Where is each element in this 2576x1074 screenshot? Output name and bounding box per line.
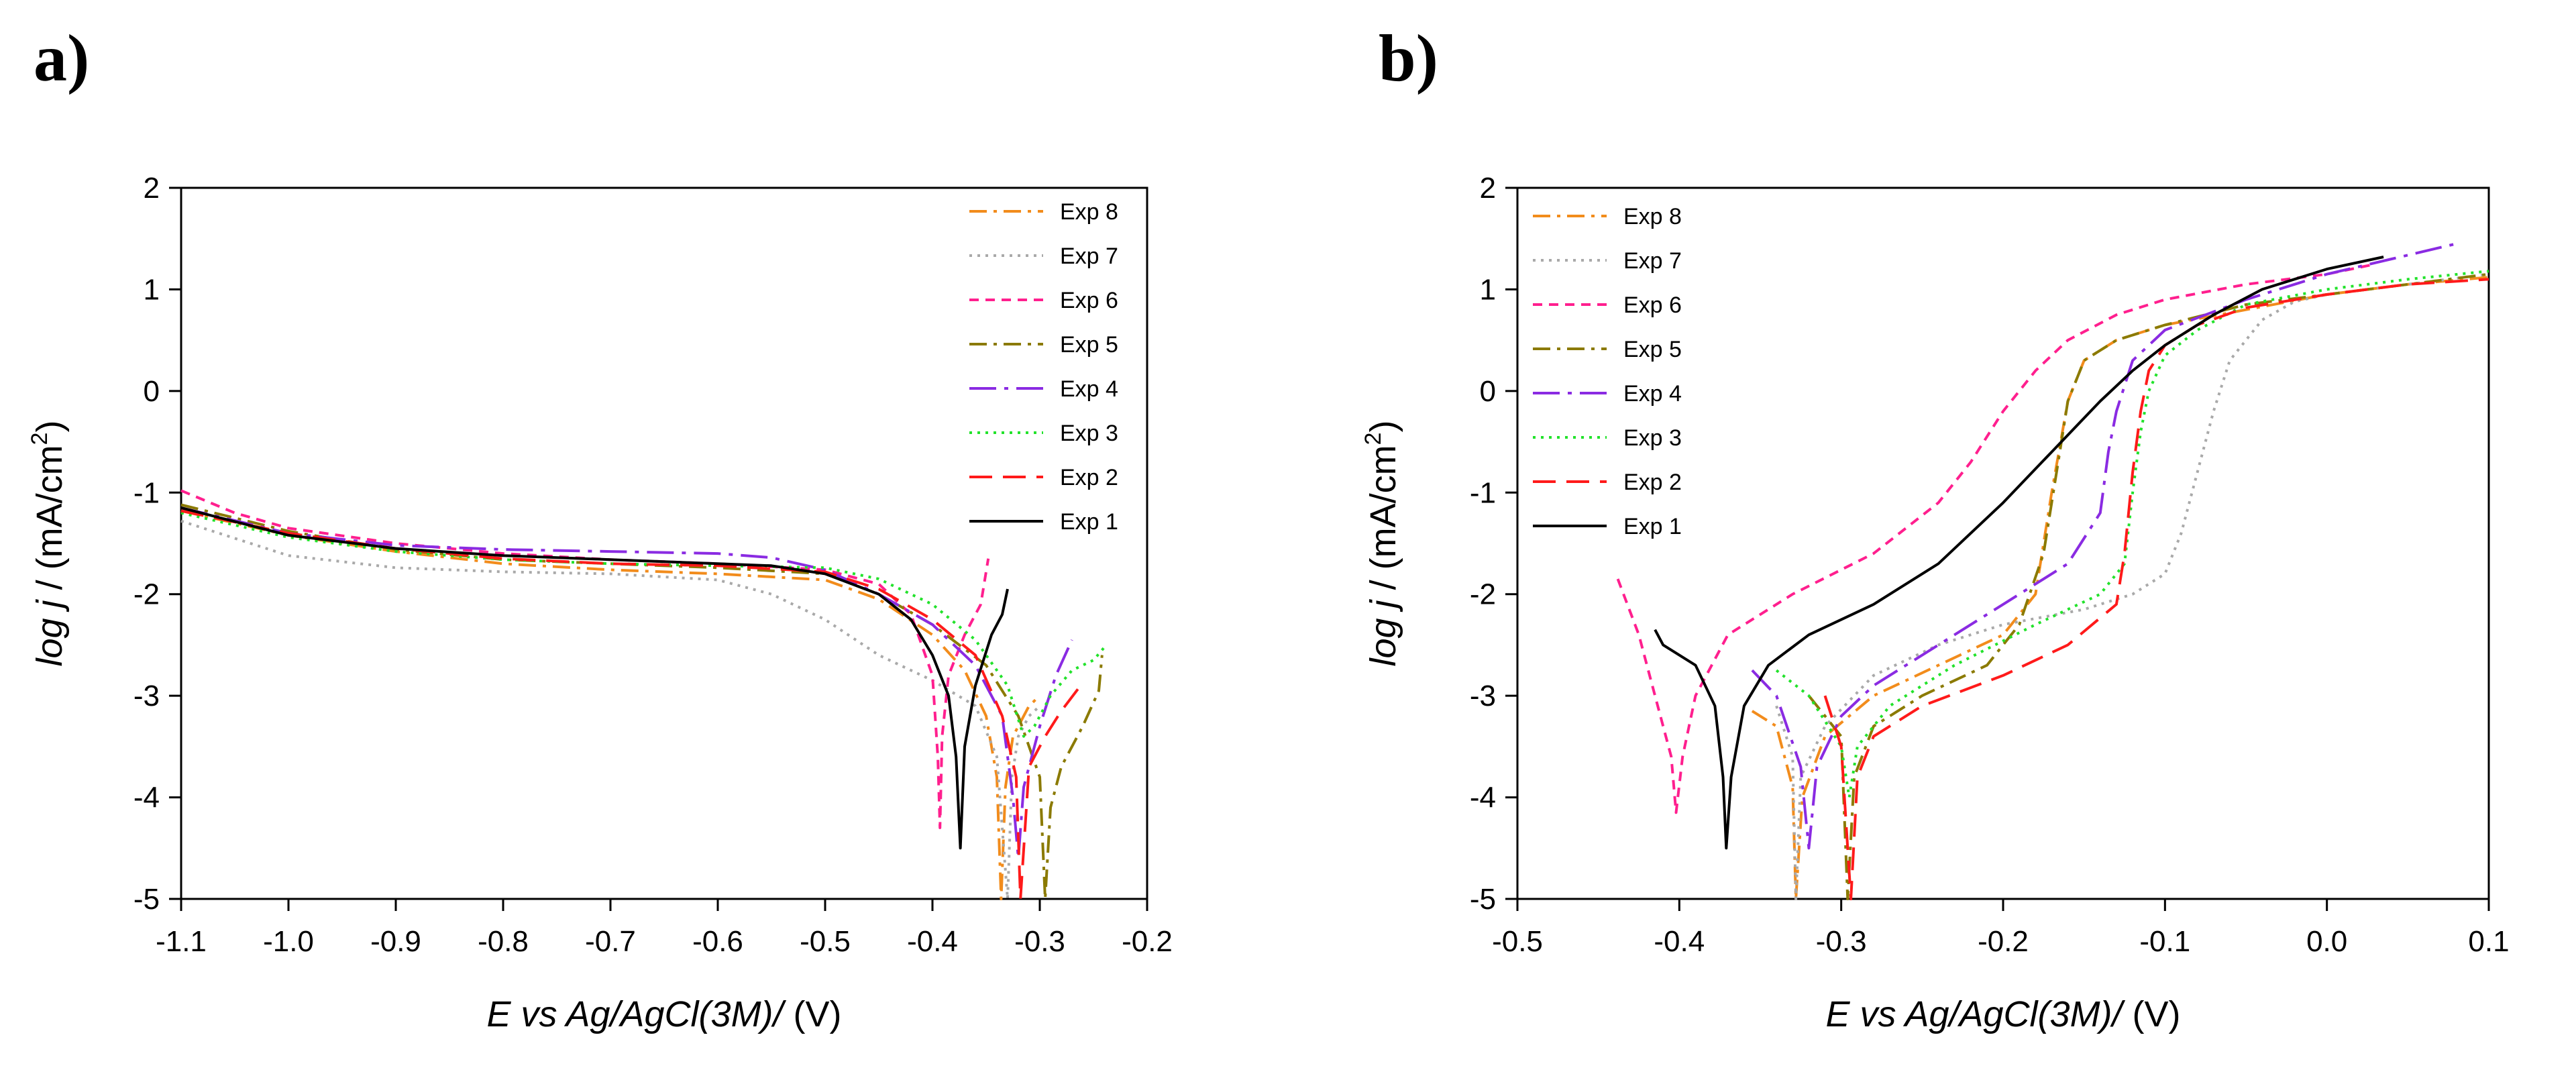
panel-a: a) -1.1 -1.0 -0.9 -0.8 -0.7 -0.6 -0.5 -0.4 -0.3-… [27, 21, 1173, 1034]
panel-b-x-tick-label-1: -0.4 [1654, 925, 1705, 958]
panel-b-series-line-1 [1775, 272, 2489, 900]
panel-b-series-line-2 [1616, 262, 2376, 814]
panel-b-legend-label-4: Exp 4 [1623, 381, 1682, 407]
panel-b-legend-label-5: Exp 3 [1623, 425, 1682, 451]
panel-b-legend: Exp 8 Exp 7 Exp 6 Exp 5 Exp 4 Exp 3 Exp 2 Exp 1 [1533, 204, 1682, 539]
panel-a-y-tick-label-5: -3 [133, 680, 160, 712]
panel-b-y-tick-label-3: -1 [1470, 476, 1496, 509]
panel-b-x-tick-label-6: 0.1 [2468, 925, 2509, 958]
panel-a-legend: Exp 8 Exp 7 Exp 6 Exp 5 Exp 4 Exp 3 Exp 2 Exp 1 [969, 199, 1118, 535]
panel-a-x-tick-label-3: -0.8 [478, 925, 529, 958]
panel-a-y-axis-title-close: ) [30, 421, 70, 433]
panel-b-x-tick-label-4: -0.1 [2139, 925, 2190, 958]
panel-a-y-tick-label-7: -5 [133, 883, 160, 916]
panel-b-x-tick-label-3: -0.2 [1978, 925, 2029, 958]
panel-a-series-line-4 [180, 506, 1073, 860]
panel-b-label: b) [1379, 21, 1438, 95]
panel-a-series-line-0 [180, 509, 1041, 900]
panel-a-x-tick-label-4: -0.7 [585, 925, 636, 958]
panel-b-y-tick-label-5: -3 [1470, 680, 1496, 712]
panel-a-x-tick-label-9: -0.2 [1122, 925, 1173, 958]
panel-b-y-tick-label-1: 1 [1480, 273, 1496, 306]
panel-b-x-ticks: -0.5 -0.4 -0.3 -0.2 -0.1 0.0 0.1 [1492, 899, 2510, 958]
panel-a-y-tick-label-6: -4 [133, 782, 160, 814]
panel-a-plot-frame [180, 186, 1148, 900]
panel-a-series-line-7 [180, 506, 1009, 850]
panel-a-legend-label-1: Exp 7 [1060, 244, 1118, 269]
panel-a-series-line-5 [180, 511, 1108, 738]
panel-a-y-axis-title-italic: log j [30, 598, 70, 666]
panel-a-series-line-2 [180, 489, 990, 829]
panel-b-y-tick-label-4: -2 [1470, 578, 1496, 611]
panel-b-y-axis-title: log j / (mA/cm2) [1360, 421, 1403, 667]
panel-b-series-line-0 [1751, 276, 2489, 900]
panel-b-x-axis-title: E vs Ag/AgCl(3M)/ (V) [1825, 994, 2180, 1034]
panel-a-x-tick-label-8: -0.3 [1014, 925, 1065, 958]
panel-a-x-tick-label-5: -0.6 [692, 925, 743, 958]
panel-b-legend-label-1: Exp 7 [1623, 248, 1682, 274]
panel-b-legend-label-2: Exp 6 [1623, 292, 1682, 318]
panel-a-x-axis-title-unit: (V) [784, 994, 842, 1034]
panel-b: b) -0.5 -0.4 -0.3 -0.2 -0.1 0.0 0.1 2 1 0 -1 -2 -3 -… [1360, 21, 2510, 1034]
panel-b-series-line-5 [1775, 270, 2489, 799]
panel-b-y-tick-label-7: -5 [1470, 883, 1496, 916]
panel-a-series-line-3 [180, 503, 1104, 900]
panel-a-legend-label-2: Exp 6 [1060, 288, 1118, 313]
panel-b-series [1616, 242, 2489, 900]
panel-a-x-tick-label-6: -0.5 [800, 925, 851, 958]
panel-b-x-axis-title-unit: (V) [2123, 994, 2181, 1034]
panel-b-y-tick-label-0: 2 [1480, 172, 1496, 205]
panel-b-series-line-4 [1751, 242, 2457, 850]
panel-b-x-tick-label-5: 0.0 [2306, 925, 2347, 958]
panel-b-y-axis-title-unit: / (mA/cm [1363, 445, 1403, 600]
panel-a-x-axis-title: E vs Ag/AgCl(3M)/ (V) [486, 994, 841, 1034]
panel-a-y-tick-label-4: -2 [133, 578, 160, 611]
panel-a-legend-label-7: Exp 1 [1060, 509, 1118, 535]
panel-b-y-axis-title-close: ) [1363, 421, 1403, 433]
panel-b-y-axis-title-sup: 2 [1360, 433, 1386, 445]
panel-a-x-axis-title-italic: E vs Ag/AgCl(3M)/ [486, 994, 786, 1034]
panel-a-y-tick-label-0: 2 [144, 172, 160, 205]
panel-b-y-ticks: 2 1 0 -1 -2 -3 -4 -5 [1470, 172, 1517, 916]
panel-b-x-axis-title-italic: E vs Ag/AgCl(3M)/ [1825, 994, 2125, 1034]
panel-b-legend-label-7: Exp 1 [1623, 514, 1682, 539]
panel-a-y-axis-title-sup: 2 [27, 433, 52, 445]
panel-a-x-ticks: -1.1 -1.0 -0.9 -0.8 -0.7 -0.6 -0.5 -0.4 -0.3 -0.2 [156, 899, 1173, 958]
panel-b-legend-label-3: Exp 5 [1623, 337, 1682, 362]
panel-a-legend-label-6: Exp 2 [1060, 465, 1118, 490]
panel-a-y-ticks: 2 1 0 -1 -2 -3 -4 -5 [133, 172, 181, 916]
panel-a-series-line-6 [180, 509, 1082, 900]
panel-a-series [180, 489, 1108, 900]
panel-a-y-tick-label-2: 0 [144, 375, 160, 408]
panel-b-y-tick-label-6: -4 [1470, 782, 1496, 814]
panel-a-y-tick-label-3: -1 [133, 476, 160, 509]
panel-b-x-tick-label-0: -0.5 [1492, 925, 1543, 958]
panel-a-series-line-1 [180, 519, 1041, 900]
panel-b-series-line-6 [1823, 278, 2489, 900]
panel-b-y-axis-title-italic: log j [1363, 598, 1403, 666]
panel-a-legend-label-3: Exp 5 [1060, 332, 1118, 358]
panel-a-y-axis-title-unit: / (mA/cm [30, 445, 70, 600]
panel-a-legend-label-5: Exp 3 [1060, 421, 1118, 446]
panel-a-x-tick-label-1: -1.0 [263, 925, 314, 958]
panel-a-x-tick-label-0: -1.1 [156, 925, 207, 958]
panel-b-series-line-3 [1807, 272, 2489, 900]
panel-a-y-tick-label-1: 1 [144, 273, 160, 306]
panel-b-legend-label-0: Exp 8 [1623, 204, 1682, 229]
panel-a-x-tick-label-2: -0.9 [370, 925, 421, 958]
panel-b-legend-label-6: Exp 2 [1623, 470, 1682, 495]
panel-b-y-tick-label-2: 0 [1480, 375, 1496, 408]
panel-b-series-line-7 [1654, 256, 2384, 850]
panel-a-label: a) [34, 21, 89, 95]
panel-a-legend-label-4: Exp 4 [1060, 376, 1118, 402]
panel-a-legend-label-0: Exp 8 [1060, 199, 1118, 225]
panel-a-x-tick-label-7: -0.4 [907, 925, 958, 958]
panel-b-x-tick-label-2: -0.3 [1816, 925, 1867, 958]
panel-a-y-axis-title: log j / (mA/cm2) [27, 421, 70, 667]
